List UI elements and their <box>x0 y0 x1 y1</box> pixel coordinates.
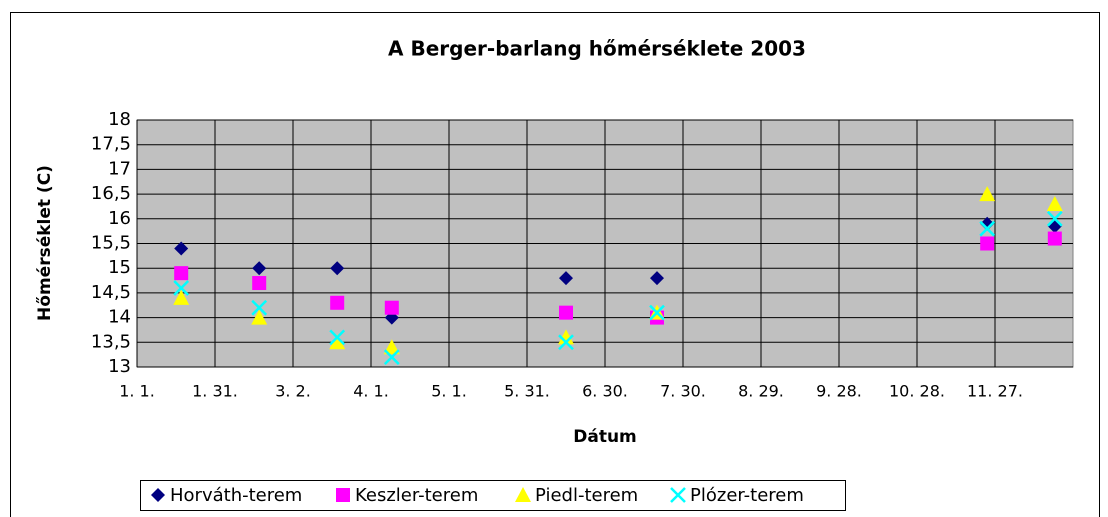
y-axis-label: Hőmérséklet (C) <box>35 165 55 321</box>
y-tick-label: 13,5 <box>91 331 131 352</box>
legend-item: Piedl-terem <box>515 485 638 506</box>
legend-label: Keszler-terem <box>355 485 478 506</box>
legend-label: Piedl-terem <box>535 485 638 506</box>
point <box>558 329 574 345</box>
x-tick-label: 11. 27. <box>967 382 1023 401</box>
legend-marker <box>515 487 531 502</box>
point <box>1046 210 1063 227</box>
point <box>1046 195 1063 211</box>
point <box>329 334 346 350</box>
x-tick-label: 5. 1. <box>431 382 467 401</box>
point <box>649 304 665 321</box>
legend-marker <box>151 488 165 502</box>
point <box>980 236 995 251</box>
x-tick-label: 8. 29. <box>738 382 784 401</box>
y-tick-label: 13 <box>108 356 131 377</box>
point <box>384 300 399 315</box>
x-axis-label: Dátum <box>573 427 637 447</box>
x-tick-label: 1. 31. <box>192 382 238 401</box>
legend-item: Horváth-terem <box>151 485 302 506</box>
x-tick-label: 10. 28. <box>889 382 945 401</box>
x-tick-label: 3. 2. <box>275 382 311 401</box>
x-tick-label: 1. 1. <box>119 382 155 401</box>
point <box>650 271 664 286</box>
point <box>980 216 995 231</box>
point <box>559 271 573 286</box>
point <box>174 241 189 256</box>
legend <box>140 480 846 511</box>
point <box>559 305 573 320</box>
y-tick-label: 14,5 <box>91 282 131 303</box>
x-tick-label: 4. 1. <box>353 382 389 401</box>
point <box>251 299 268 316</box>
point <box>329 329 346 346</box>
y-tick-label: 16,5 <box>91 183 131 204</box>
y-tick-label: 17 <box>108 158 131 179</box>
chart-title: A Berger-barlang hőmérséklete 2003 <box>388 37 806 61</box>
point <box>383 339 400 355</box>
y-tick-label: 15,5 <box>91 233 131 254</box>
legend-item: Plózer-terem <box>670 485 804 506</box>
y-tick-label: 16 <box>108 208 131 229</box>
point <box>173 289 190 305</box>
point <box>330 295 345 310</box>
x-tick-label: 7. 30. <box>660 382 706 401</box>
point <box>979 220 996 237</box>
point <box>252 276 267 291</box>
point <box>251 309 268 325</box>
legend-label: Horváth-terem <box>170 485 302 506</box>
y-tick-label: 18 <box>108 109 131 130</box>
legend-marker <box>336 488 350 502</box>
point <box>1047 231 1062 246</box>
point <box>330 261 345 276</box>
point <box>173 280 190 296</box>
point <box>979 186 996 202</box>
legend-marker <box>670 487 686 503</box>
point <box>383 349 400 366</box>
x-tick-label: 6. 30. <box>582 382 628 401</box>
legend-item: Keszler-terem <box>336 485 478 506</box>
x-tick-label: 5. 31. <box>504 382 550 401</box>
y-tick-label: 17,5 <box>91 134 131 155</box>
y-tick-label: 15 <box>108 257 131 278</box>
x-tick-label: 9. 28. <box>816 382 862 401</box>
y-tick-label: 14 <box>108 307 131 328</box>
point <box>558 334 574 351</box>
point <box>252 261 267 276</box>
legend-label: Plózer-terem <box>690 485 804 506</box>
point <box>174 266 189 281</box>
